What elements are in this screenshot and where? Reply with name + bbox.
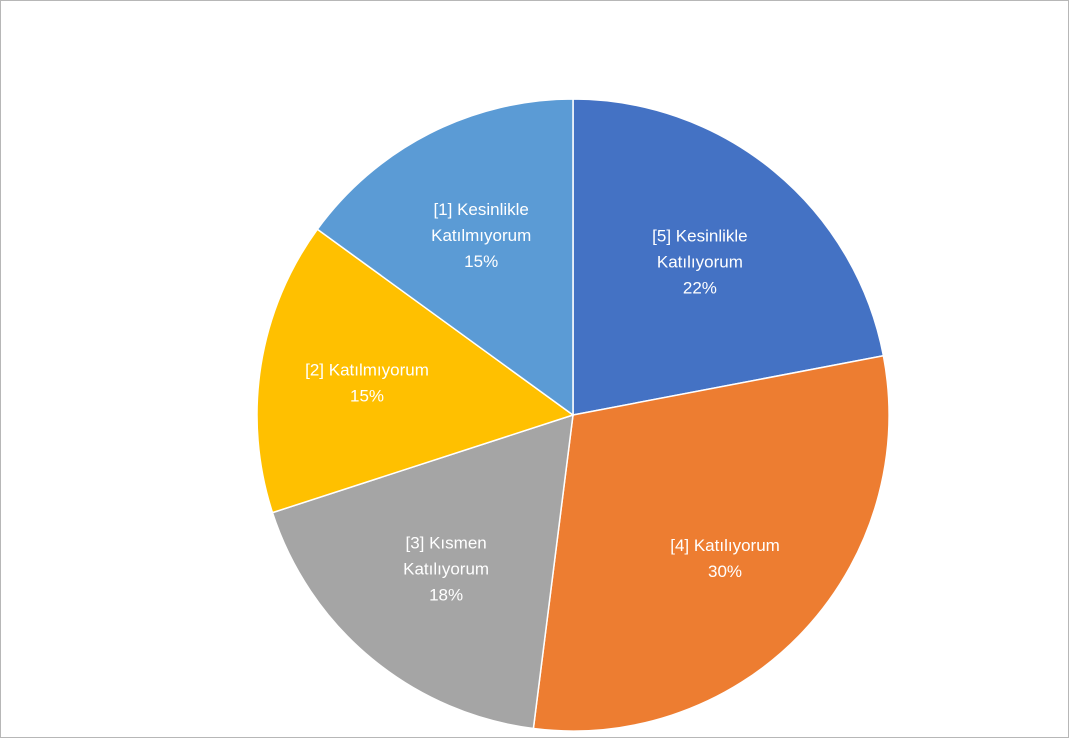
pie-slice-percent: 18% [429,585,463,604]
pie-slice-5 [316,98,574,417]
pie-slice-label-line: Katılıyorum [403,559,489,578]
pie-slice-2 [532,354,890,732]
pie-slice-label-line: [3] Kısmen [405,533,486,552]
pie-slice-label-line: [5] Kesinlikle [652,227,747,246]
pie-slice-percent: 15% [464,252,498,271]
pie-slice-label-4: [2] Katılmıyorum 15% [305,360,429,405]
pie-slice-label-line: [4] Katılıyorum [670,536,780,555]
pie-slice-3 [271,413,574,730]
pie-labels: [5] Kesinlikle Katılıyorum 22% [4] Katılıyo… [305,200,780,605]
pie-slice-1 [572,98,885,416]
pie-slice-label-line: Katılıyorum [657,253,743,272]
pie-slice-percent: 30% [708,562,742,581]
pie-slices [256,98,890,732]
pie-slice-percent: 15% [350,386,384,405]
pie-slice-label-line: [1] Kesinlikle [433,200,528,219]
pie-slice-label-1: [5] Kesinlikle Katılıyorum 22% [652,227,747,298]
pie-slice-label-2: [4] Katılıyorum 30% [670,536,780,581]
pie-slice-percent: 22% [683,279,717,298]
pie-slice-label-line: Katılmıyorum [431,226,531,245]
pie-slice-label-3: [3] Kısmen Katılıyorum 18% [403,533,489,604]
pie-slice-label-line: [2] Katılmıyorum [305,360,429,379]
pie-slice-4 [256,228,575,514]
pie-slice-label-5: [1] Kesinlikle Katılmıyorum 15% [431,200,531,271]
